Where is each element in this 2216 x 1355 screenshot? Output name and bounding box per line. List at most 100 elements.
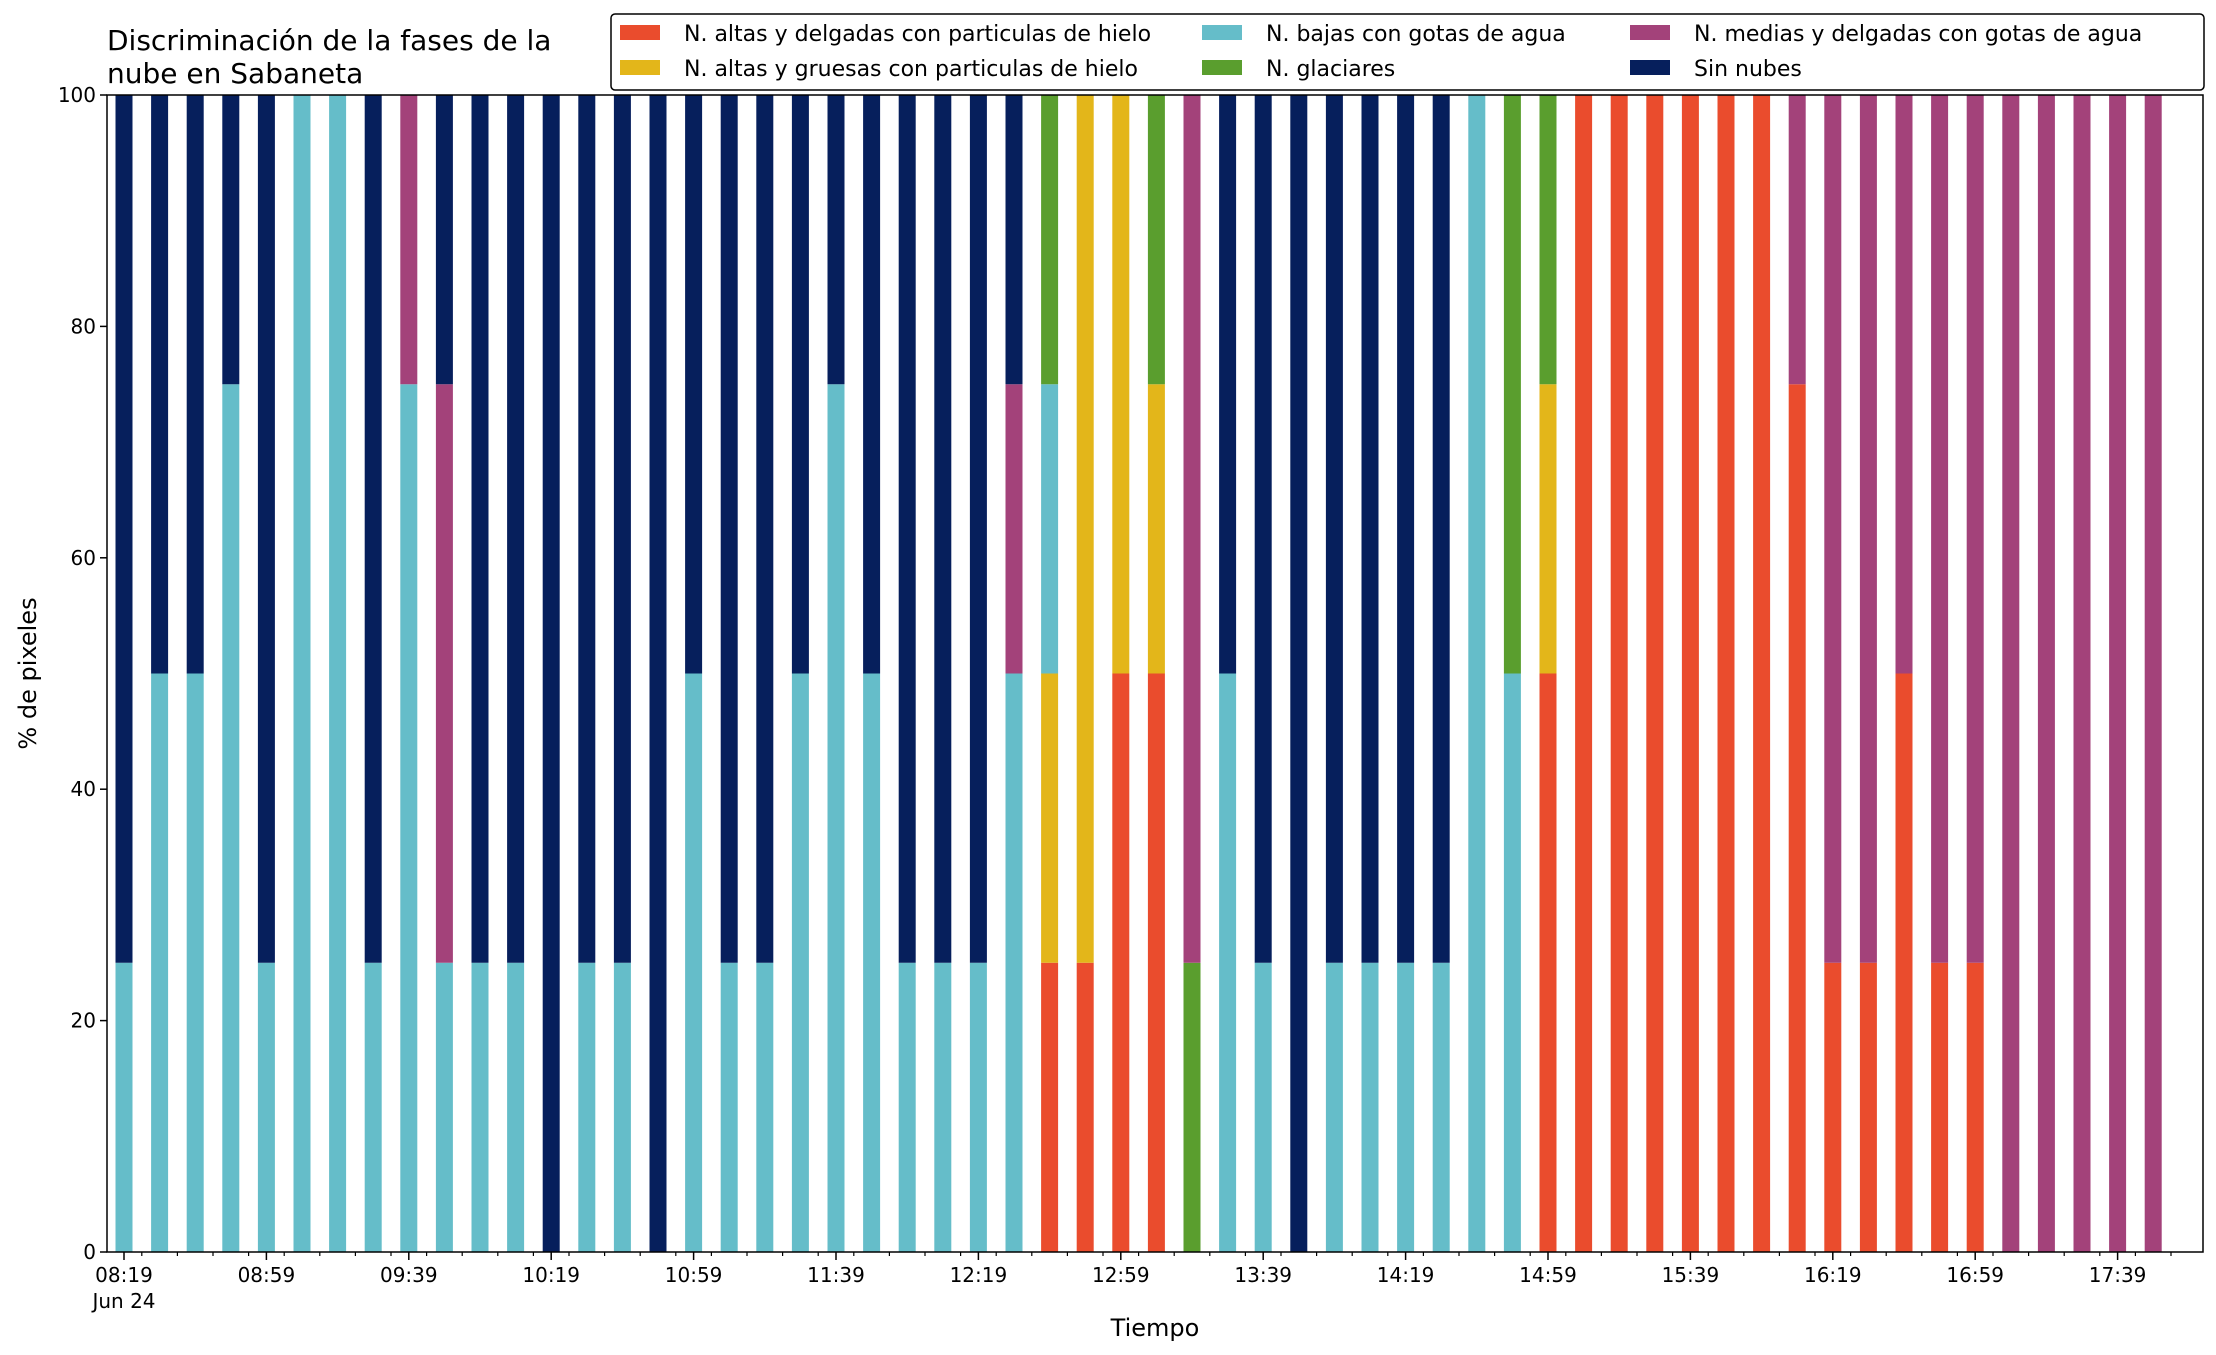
legend-entry-label: N. altas y gruesas con particulas de hie…	[684, 57, 1138, 82]
bar-segment	[1254, 962, 1272, 1252]
bar-segment	[969, 95, 987, 963]
x-tick-label: 16:59	[1946, 1263, 2004, 1287]
bar-segment	[1041, 673, 1059, 963]
bar-segment	[1147, 384, 1165, 674]
bar-segment	[1895, 95, 1913, 674]
bar-segment	[1041, 384, 1059, 674]
x-axis-label: Tiempo	[1110, 1314, 1200, 1342]
x-axis: 08:19 08:59 09:39 10:19 10:59 11:39 12:19 12:59…	[90, 1252, 2172, 1313]
bar-segment	[1005, 673, 1023, 1252]
bar-segment	[257, 962, 275, 1252]
bar-segment	[720, 95, 738, 963]
bar-segment	[1503, 673, 1521, 1252]
bar-segment	[542, 95, 560, 1252]
bar-segment	[1966, 962, 1984, 1252]
bar-segment	[1219, 673, 1237, 1252]
y-axis-label: % de pixeles	[14, 597, 42, 749]
x-tick-label: 09:39	[380, 1263, 438, 1287]
bar-segment	[685, 673, 703, 1252]
bar-segment	[1859, 95, 1877, 963]
legend-swatch	[1630, 25, 1670, 40]
legend-swatch	[1202, 25, 1242, 40]
bar-segment	[1290, 95, 1308, 1252]
bar-segment	[613, 95, 631, 963]
bar-segment	[1503, 95, 1521, 674]
x-tick-label: 14:59	[1519, 1263, 1577, 1287]
plot-frame	[106, 94, 2204, 1253]
bar-segment	[613, 962, 631, 1252]
bar-segment	[1895, 673, 1913, 1252]
chart-title-line: nube en Sabaneta	[107, 57, 363, 90]
bar-segment	[400, 95, 418, 385]
bar-segment	[791, 673, 809, 1252]
x-tick-label: 17:39	[2089, 1263, 2147, 1287]
bar-segment	[1183, 95, 1201, 963]
bar-segment	[1397, 95, 1415, 963]
bar-segment	[1361, 962, 1379, 1252]
legend: N. altas y delgadas con particulas de hi…	[610, 13, 2205, 91]
x-tick-label: 08:59	[238, 1263, 296, 1287]
bar-segment	[115, 962, 133, 1252]
bar-segment	[1041, 962, 1059, 1252]
y-tick-label: 0	[83, 1240, 96, 1264]
x-tick-label: 14:19	[1377, 1263, 1435, 1287]
bar-segment	[649, 95, 667, 1252]
y-tick-label: 60	[71, 546, 96, 570]
y-tick-label: 80	[71, 314, 96, 338]
chart-title-line: Discriminación de la fases de la	[107, 24, 551, 57]
bar-segment	[400, 384, 418, 1252]
bar-segment	[1788, 95, 1806, 385]
bar-segment	[1717, 95, 1735, 1252]
y-axis: 0 20 40 60 80 100	[58, 83, 107, 1264]
bar-segment	[115, 95, 133, 963]
bar-segment	[1147, 673, 1165, 1252]
y-tick-label: 100	[58, 83, 96, 107]
bar-segment	[827, 384, 845, 1252]
bar-segment	[2002, 95, 2020, 1252]
bar-segment	[435, 95, 453, 385]
bar-segment	[329, 95, 347, 1252]
bar-segment	[1112, 95, 1130, 674]
bar-segment	[1397, 962, 1415, 1252]
bar-segment	[1112, 673, 1130, 1252]
bar-segment	[1931, 962, 1949, 1252]
bar-segment	[435, 962, 453, 1252]
bar-segment	[1753, 95, 1771, 1252]
bar-segment	[1931, 95, 1949, 963]
bar-segment	[756, 95, 774, 963]
bar-segment	[685, 95, 703, 674]
bar-segment	[863, 673, 881, 1252]
bar-segment	[1539, 673, 1557, 1252]
bar-segment	[578, 95, 596, 963]
bar-segment	[1041, 95, 1059, 385]
bar-segment	[934, 95, 952, 963]
bar-segment	[1788, 384, 1806, 1252]
bar-segment	[827, 95, 845, 385]
bar-segment	[1432, 962, 1450, 1252]
bar-segment	[2037, 95, 2055, 1252]
bar-segment	[1539, 384, 1557, 674]
bar-segment	[2109, 95, 2127, 1252]
bar-segment	[791, 95, 809, 674]
x-tick-label: 10:19	[522, 1263, 580, 1287]
bar-segment	[257, 95, 275, 963]
bar-segment	[1539, 95, 1557, 385]
legend-entry-label: Sin nubes	[1694, 57, 1802, 82]
bar-segment	[364, 95, 382, 963]
bar-segment	[898, 962, 916, 1252]
legend-entry-label: N. glaciares	[1266, 57, 1395, 82]
bar-segment	[222, 384, 240, 1252]
bar-segment	[1219, 95, 1237, 674]
bar-segment	[934, 962, 952, 1252]
bar-segment	[1432, 95, 1450, 963]
x-tick-label: 12:19	[950, 1263, 1008, 1287]
bar-segment	[1325, 95, 1343, 963]
legend-swatch	[620, 25, 660, 40]
bar-segment	[1254, 95, 1272, 963]
bar-segment	[1575, 95, 1593, 1252]
legend-entry-label: N. bajas con gotas de agua	[1266, 22, 1566, 47]
legend-entry-label: N. medias y delgadas con gotas de agua	[1694, 22, 2142, 47]
legend-frame	[610, 13, 2205, 91]
